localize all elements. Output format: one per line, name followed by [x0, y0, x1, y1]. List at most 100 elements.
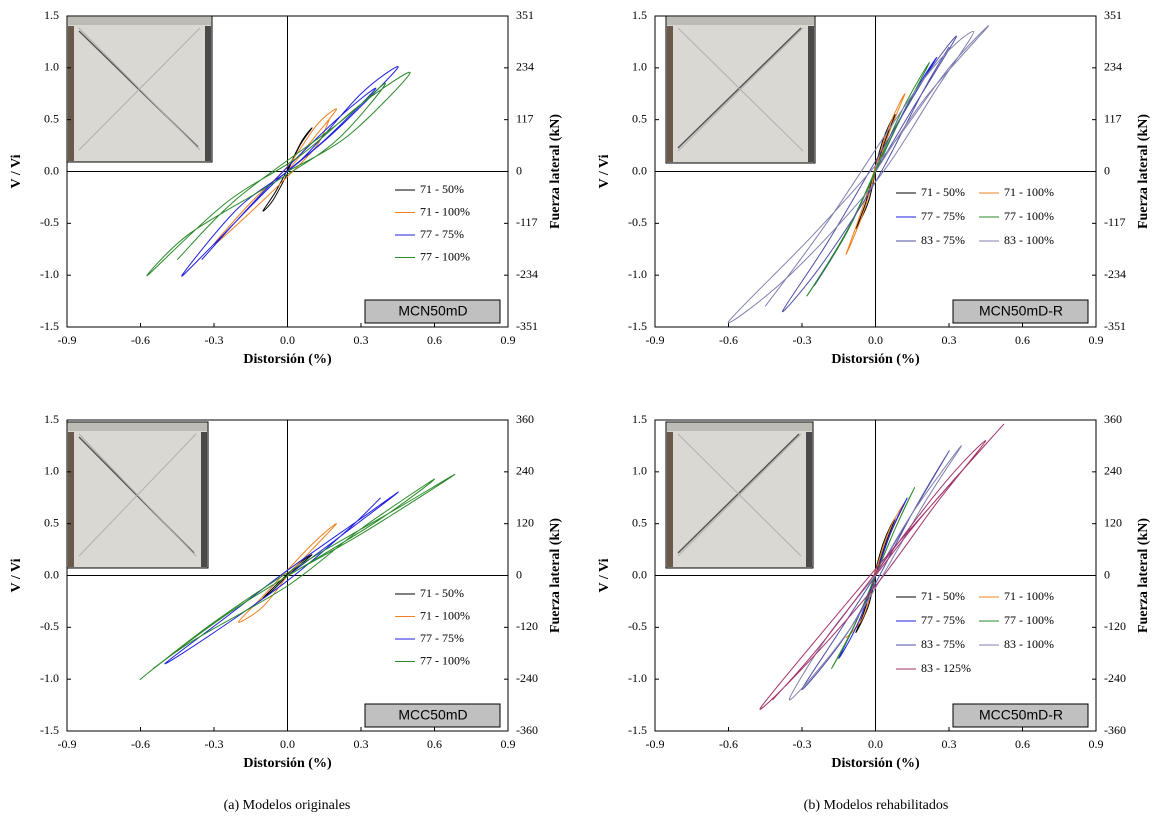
y-tick-label: 1.5 — [632, 412, 647, 426]
y2-tick-label: 120 — [516, 515, 534, 529]
y-tick-label: -0.5 — [628, 215, 647, 229]
y-tick-label: -1.5 — [628, 723, 647, 737]
series-line — [806, 62, 930, 297]
series-line — [181, 66, 399, 277]
y-tick-label: 1.0 — [44, 60, 59, 74]
x-tick-label: 0.0 — [280, 737, 295, 751]
y-tick-label: 0.0 — [632, 567, 647, 581]
photo-frame-right — [806, 432, 812, 567]
legend-label: 83 - 125% — [921, 661, 971, 675]
annotation-box — [364, 299, 501, 324]
y2-tick-label: 234 — [516, 60, 534, 74]
legend-label: 77 - 75% — [420, 631, 464, 645]
legend-label: 71 - 50% — [420, 586, 464, 600]
x-tick-label: -0.9 — [58, 333, 77, 347]
y-tick-label: -1.0 — [628, 267, 647, 281]
y-tick-label: 1.0 — [44, 464, 59, 478]
x-axis-label: Distorsión (%) — [831, 756, 920, 771]
legend-label: 83 - 75% — [921, 637, 965, 651]
y2-tick-label: -360 — [1104, 723, 1126, 737]
x-tick-label: 0.6 — [1015, 737, 1030, 751]
photo-grid — [677, 27, 804, 152]
y-tick-label: -1.0 — [40, 267, 59, 281]
y-tick-label: 1.5 — [44, 8, 59, 22]
caption: (b) Modelos rehabilitados — [804, 798, 949, 813]
photo-top — [68, 17, 211, 25]
annotation-box — [364, 703, 501, 728]
y-tick-label: 0.5 — [632, 515, 647, 529]
y2-tick-label: 0 — [1104, 567, 1110, 581]
x-tick-label: 0.9 — [1089, 333, 1104, 347]
x-tick-label: 0.3 — [354, 333, 369, 347]
x-tick-label: -0.9 — [646, 333, 665, 347]
x-tick-label: -0.6 — [719, 333, 738, 347]
legend-label: 77 - 75% — [921, 613, 965, 627]
y2-tick-label: -240 — [516, 671, 538, 685]
y-tick-label: 1.5 — [44, 412, 59, 426]
series-line — [262, 127, 313, 212]
photo-frame-left — [667, 432, 673, 567]
y-axis-label: V / Vi — [9, 154, 24, 188]
y-tick-label: 1.5 — [632, 8, 647, 22]
y-tick-label: 0.5 — [632, 111, 647, 125]
series-line — [139, 473, 456, 680]
y-tick-label: 1.0 — [632, 60, 647, 74]
y2-tick-label: -360 — [516, 723, 538, 737]
x-tick-label: -0.6 — [719, 737, 738, 751]
x-tick-label: 0.9 — [501, 333, 516, 347]
legend-label: 77 - 100% — [1004, 209, 1054, 223]
annotation: MCN50mD — [398, 303, 467, 319]
y-tick-label: 0.0 — [44, 163, 59, 177]
legend-label: 71 - 100% — [420, 608, 470, 622]
x-tick-label: 0.3 — [942, 333, 957, 347]
annotation-box — [952, 703, 1089, 728]
x-tick-label: 0.6 — [427, 333, 442, 347]
y2-tick-label: 234 — [1104, 60, 1122, 74]
y-tick-label: -0.5 — [40, 215, 59, 229]
legend-label: 71 - 50% — [921, 185, 965, 199]
x-axis-label: Distorsión (%) — [243, 756, 332, 771]
legend-label: 77 - 100% — [1004, 613, 1054, 627]
y2-tick-label: -351 — [516, 319, 538, 333]
y2-tick-label: -240 — [1104, 671, 1126, 685]
x-tick-label: 0.6 — [1015, 333, 1030, 347]
photo-top — [667, 17, 814, 25]
y-tick-label: -1.5 — [40, 723, 59, 737]
x-tick-label: -0.6 — [131, 737, 150, 751]
photo-top — [667, 423, 812, 431]
y-tick-label: 0.0 — [632, 163, 647, 177]
x-tick-label: -0.9 — [646, 737, 665, 751]
legend-label: 77 - 100% — [420, 653, 470, 667]
y-tick-label: 1.0 — [632, 464, 647, 478]
legend-label: 71 - 100% — [1004, 589, 1054, 603]
photo-frame-left — [68, 432, 74, 567]
legend-label: 71 - 100% — [420, 204, 470, 218]
y2-tick-label: 351 — [516, 8, 534, 22]
photo-grid — [78, 27, 201, 151]
y-tick-label: -1.5 — [628, 319, 647, 333]
y-axis-label: V / Vi — [9, 558, 24, 592]
y2-axis-label: Fuerza lateral (kN) — [548, 114, 563, 229]
legend-label: 77 - 100% — [420, 249, 470, 263]
photo-inset — [66, 421, 209, 569]
y2-axis-label: Fuerza lateral (kN) — [548, 518, 563, 633]
x-tick-label: 0.6 — [427, 737, 442, 751]
x-tick-label: -0.6 — [131, 333, 150, 347]
y2-tick-label: 0 — [516, 567, 522, 581]
legend-label: 77 - 75% — [420, 227, 464, 241]
y-tick-label: -1.5 — [40, 319, 59, 333]
x-tick-label: -0.3 — [793, 737, 812, 751]
photo-frame-left — [667, 26, 673, 162]
series-line — [801, 450, 950, 691]
y2-tick-label: 120 — [1104, 515, 1122, 529]
photo-inset — [665, 421, 814, 569]
caption: (a) Modelos originales — [224, 798, 351, 813]
series-line — [146, 71, 411, 277]
y2-tick-label: 240 — [516, 464, 534, 478]
y-tick-label: -1.0 — [628, 671, 647, 685]
annotation: MCN50mD-R — [979, 303, 1063, 319]
photo-frame-right — [808, 26, 814, 162]
legend-label: 71 - 100% — [1004, 185, 1054, 199]
x-axis-label: Distorsión (%) — [831, 352, 920, 367]
